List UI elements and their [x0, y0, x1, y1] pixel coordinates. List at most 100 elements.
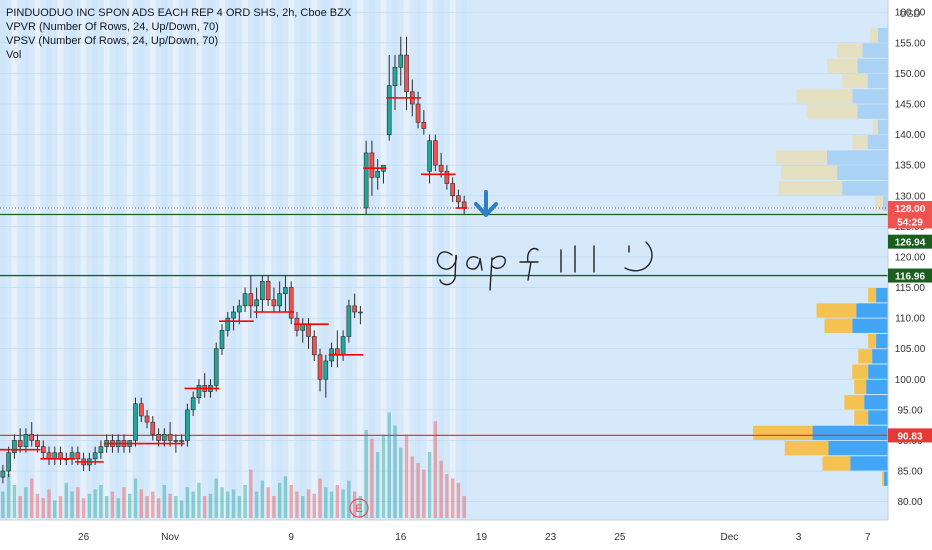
time-tick-label: 26	[78, 532, 90, 543]
profile-down-bar	[837, 43, 863, 58]
profile-up-bar	[842, 180, 888, 196]
price-badge	[888, 268, 932, 283]
volume-bar	[289, 485, 293, 518]
candle-up	[133, 403, 138, 441]
session-band	[288, 0, 295, 520]
session-band	[161, 0, 168, 520]
session-band	[23, 0, 29, 520]
price-tick-label: 130.00	[895, 191, 926, 202]
session-band	[426, 0, 433, 520]
volume-bar	[237, 496, 242, 518]
price-badge-label: 54:29	[897, 217, 923, 228]
session-band	[34, 0, 41, 520]
session-band	[11, 0, 18, 520]
volume-bar	[329, 491, 334, 518]
time-tick-label: 3	[796, 532, 802, 543]
candle-down	[415, 103, 421, 123]
profile-up-bar	[864, 395, 888, 410]
candle-up	[6, 452, 11, 472]
profile-up-bar	[862, 43, 888, 58]
volume-bar	[76, 487, 80, 518]
volume-bar	[352, 491, 357, 518]
time-tick-label: 9	[288, 532, 294, 543]
session-band	[449, 0, 456, 520]
symbol-title[interactable]: PINDUODUO INC SPON ADS EACH REP 4 ORD SH…	[6, 7, 352, 19]
volume-bar	[393, 425, 397, 518]
volume-bar	[104, 496, 109, 518]
earnings-marker[interactable]: E	[355, 503, 362, 515]
session-band	[207, 0, 214, 520]
time-tick-label: 19	[476, 532, 488, 543]
price-badge	[888, 201, 932, 215]
volume-bar	[208, 493, 213, 518]
volume-bar	[381, 434, 386, 518]
session-band	[126, 0, 133, 520]
volume-bar	[312, 493, 316, 518]
profile-down-bar	[822, 456, 851, 471]
horizontal-levels[interactable]	[0, 207, 888, 437]
candle-down	[138, 403, 144, 417]
profile-down-bar	[868, 288, 877, 303]
candle-down	[421, 122, 427, 129]
profile-down-bar	[826, 58, 858, 73]
candle-up	[254, 299, 259, 307]
session-band	[138, 0, 145, 520]
candle-up	[427, 140, 432, 172]
volume-bar	[335, 485, 340, 518]
volume-bar	[283, 476, 288, 518]
candle-up	[363, 152, 369, 209]
candle-up	[69, 452, 75, 460]
volume-bar	[439, 460, 443, 518]
handwritten-gap-fill-drawing[interactable]	[436, 241, 653, 291]
session-band	[392, 0, 398, 520]
volume-bar	[41, 498, 45, 518]
session-band	[461, 0, 468, 520]
candle-down	[335, 348, 340, 356]
time-axis[interactable]	[0, 520, 932, 550]
volume-bar	[410, 456, 415, 518]
volume-bar	[18, 496, 22, 518]
profile-down-bar	[844, 395, 865, 410]
candle-down	[17, 440, 23, 447]
volume-legend[interactable]: Vol	[6, 49, 22, 61]
volume-bar	[249, 469, 253, 518]
candle-down	[444, 170, 450, 184]
volume-bar	[387, 412, 391, 518]
vpsv-legend[interactable]: VPSV (Number Of Rows, 24, Up/Down, 70)	[6, 35, 219, 47]
price-tick-label: 80.00	[897, 497, 922, 508]
volume-bar	[156, 498, 161, 518]
earnings-marker-ring[interactable]	[349, 498, 369, 518]
volume-bar	[24, 487, 28, 518]
volume-bar	[6, 474, 11, 518]
candle-up	[340, 336, 346, 356]
time-tick-label: 7	[865, 532, 871, 543]
price-tick-label: 140.00	[895, 130, 926, 141]
candle-down	[167, 434, 173, 441]
candle-up	[173, 440, 179, 442]
profile-up-bar	[812, 425, 888, 440]
time-axis-ticks: 26 Nov 9 16 19 23 25 Dec 3 7	[78, 532, 871, 543]
candle-up	[236, 305, 242, 313]
session-vwap-lines	[0, 97, 468, 463]
session-band	[369, 0, 375, 520]
down-arrow-icon	[474, 190, 498, 217]
candle-up	[300, 323, 306, 331]
profile-down-bar	[854, 410, 869, 425]
volume-bar	[191, 491, 195, 518]
candle-up	[179, 440, 184, 442]
volume-bar	[145, 496, 149, 518]
session-band	[103, 0, 110, 520]
candle-up	[213, 348, 219, 386]
session-band	[299, 0, 306, 520]
profile-up-bar	[857, 58, 888, 73]
grid-lines	[0, 11, 888, 502]
candle-down	[450, 183, 455, 197]
session-band	[265, 0, 272, 520]
session-band	[438, 0, 444, 520]
price-badge-label: 126.94	[895, 238, 926, 249]
vpvr-legend[interactable]: VPVR (Number Of Rows, 24, Up/Down, 70)	[6, 21, 219, 33]
session-band	[322, 0, 329, 520]
price-tick-label: 160.00	[895, 8, 926, 19]
